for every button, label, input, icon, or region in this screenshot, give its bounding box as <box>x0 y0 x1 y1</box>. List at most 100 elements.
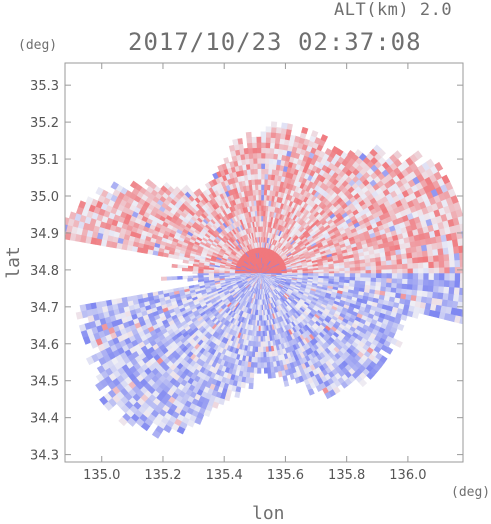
radar-cell <box>265 163 269 168</box>
radar-cell <box>182 276 187 279</box>
radar-cell <box>397 269 402 274</box>
radar-cell <box>76 312 83 320</box>
radar-cell <box>229 145 235 151</box>
radar-cell <box>382 269 387 273</box>
radar-cell <box>268 164 272 170</box>
radar-cell <box>465 259 471 267</box>
radar-cell <box>423 262 429 268</box>
radar-cell <box>168 254 174 258</box>
radar-cell <box>261 169 265 174</box>
radar-cell <box>264 169 268 174</box>
radar-cell <box>371 270 376 274</box>
radar-cell <box>235 392 240 398</box>
radar-cell <box>418 257 424 263</box>
radar-cell <box>261 137 266 142</box>
radar-cell <box>255 357 258 362</box>
radar-cell <box>429 261 435 267</box>
radar-cell <box>429 268 434 274</box>
radar-cell <box>392 264 397 269</box>
radar-cell <box>403 268 408 273</box>
radar-cell <box>387 264 392 269</box>
radar-cell <box>270 137 275 143</box>
radar-cell <box>402 263 408 268</box>
radar-cell <box>433 255 439 262</box>
radar-cell <box>161 277 166 281</box>
radar-cell <box>261 205 263 210</box>
radar-cell <box>254 363 257 368</box>
radar-cell <box>253 153 257 158</box>
radar-cell <box>266 137 271 142</box>
radar-cell <box>376 269 381 273</box>
radar-cell <box>276 127 282 133</box>
radar-cell <box>261 158 265 163</box>
radar-cell <box>258 184 261 189</box>
radar-cell <box>255 352 258 357</box>
radar-cell <box>264 174 268 179</box>
radar-cell <box>233 139 239 145</box>
radar-cell <box>251 137 256 142</box>
radar-cell <box>461 230 468 238</box>
radar-cell <box>261 195 264 200</box>
radar-cell <box>261 358 264 363</box>
radar-cell <box>177 265 182 268</box>
radar-cell <box>271 122 277 128</box>
radar-cell <box>177 276 182 279</box>
radar-cell <box>464 244 470 252</box>
radar-cell <box>350 270 355 273</box>
radar-cell <box>438 254 444 261</box>
radar-cell <box>252 142 257 147</box>
radar-cell <box>454 253 460 260</box>
radar-cell <box>258 363 261 368</box>
radar-cell <box>455 260 461 267</box>
radar-cell <box>397 259 403 264</box>
radar-cell <box>158 252 164 257</box>
radar-cell <box>253 158 257 163</box>
radar-cell <box>249 383 253 389</box>
radar-cell <box>423 256 429 262</box>
radar-cell <box>257 163 261 168</box>
radar-cell <box>172 277 177 280</box>
radar-cell <box>445 267 450 274</box>
radar-cell <box>275 133 280 139</box>
radar-cell <box>449 260 455 267</box>
radar-cell <box>257 174 260 179</box>
radar-cell <box>261 190 264 195</box>
radar-cell <box>434 261 440 267</box>
radar-cell <box>366 270 371 274</box>
radar-cell <box>274 143 279 149</box>
radar-cell <box>265 153 269 158</box>
radar-cell <box>166 277 171 280</box>
radar-cell <box>271 127 276 133</box>
radar-cell <box>259 337 261 342</box>
radar-cell <box>463 237 469 245</box>
radar-cell <box>355 270 360 273</box>
radar-cell <box>257 368 260 373</box>
radar-cell <box>188 261 194 264</box>
radar-cell <box>270 132 275 138</box>
radar-cell <box>418 268 423 274</box>
radar-cell <box>392 269 397 274</box>
radar-cell <box>391 259 397 264</box>
radar-cell <box>259 331 261 336</box>
radar-cell <box>424 268 429 274</box>
radar-cell <box>265 158 269 163</box>
radar-cell <box>249 378 253 384</box>
radar-cell <box>402 258 408 263</box>
radar-cell <box>269 148 274 154</box>
radar-cell <box>258 342 261 347</box>
radar-cell <box>264 179 267 184</box>
radar-cell <box>361 270 366 274</box>
radar-cell <box>261 179 264 184</box>
radar-cell <box>258 358 261 363</box>
radar-cell <box>413 268 418 273</box>
radar-cell <box>224 158 229 164</box>
radar-cell <box>257 148 261 153</box>
radar-cell <box>459 252 465 259</box>
radar-cell <box>265 148 270 153</box>
radar-cell <box>417 251 423 257</box>
radar-cell <box>281 123 287 129</box>
radar-cell <box>246 132 251 138</box>
radar-cell <box>257 169 261 174</box>
radar-cell <box>261 211 263 216</box>
